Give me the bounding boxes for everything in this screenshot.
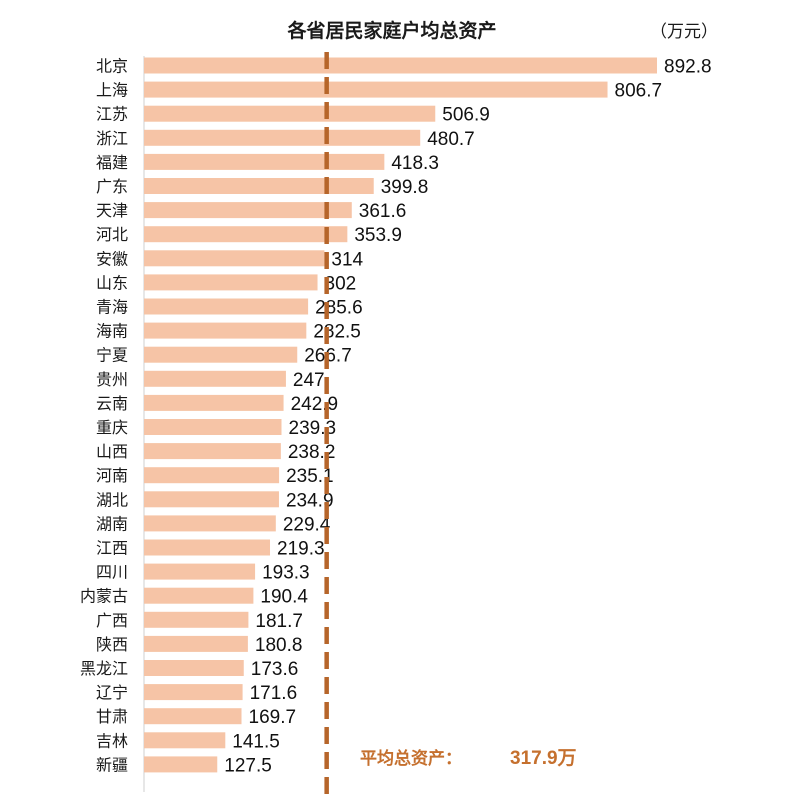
- bar-四川: [144, 563, 256, 580]
- bar-上海: [144, 81, 608, 98]
- category-label: 山东: [96, 273, 128, 292]
- value-label: 285.6: [315, 298, 363, 319]
- value-label: 282.5: [313, 322, 361, 343]
- bar-北京: [144, 57, 657, 74]
- category-label: 重庆: [96, 418, 128, 437]
- average-value: 317.9万: [510, 748, 577, 769]
- value-label: 418.3: [391, 153, 439, 174]
- value-label: 219.3: [277, 539, 325, 560]
- category-label: 浙江: [96, 129, 128, 148]
- bar-河北: [144, 226, 348, 243]
- value-label: 180.8: [255, 635, 303, 656]
- category-label: 辽宁: [96, 683, 128, 702]
- bar-山西: [144, 443, 281, 460]
- bar-新疆: [144, 756, 218, 773]
- bar-辽宁: [144, 684, 243, 701]
- value-label: 229.4: [283, 514, 331, 535]
- category-label: 江西: [96, 539, 128, 558]
- category-label: 海南: [96, 322, 128, 341]
- value-label: 190.4: [260, 587, 308, 608]
- category-label: 河南: [96, 466, 128, 485]
- value-label: 480.7: [427, 129, 475, 150]
- value-label: 506.9: [442, 105, 490, 126]
- category-label: 江苏: [96, 105, 128, 124]
- bar-安徽: [144, 250, 325, 267]
- bar-江西: [144, 539, 271, 556]
- category-label: 吉林: [96, 731, 128, 750]
- category-label: 天津: [96, 201, 128, 220]
- bar-广西: [144, 611, 249, 628]
- value-label: 234.9: [286, 490, 334, 511]
- category-label: 贵州: [96, 370, 128, 389]
- category-label: 山西: [96, 442, 128, 461]
- category-label: 四川: [96, 563, 128, 582]
- bar-福建: [144, 153, 385, 170]
- category-label: 上海: [96, 81, 128, 100]
- value-label: 806.7: [615, 81, 663, 102]
- value-label: 169.7: [249, 707, 297, 728]
- bar-河南: [144, 467, 280, 484]
- bar-山东: [144, 274, 318, 291]
- value-label: 399.8: [381, 177, 429, 198]
- bar-宁夏: [144, 346, 298, 363]
- value-label: 892.8: [664, 57, 712, 78]
- category-label: 广东: [96, 177, 128, 196]
- category-label: 黑龙江: [80, 659, 128, 678]
- bar-贵州: [144, 370, 286, 387]
- value-label: 141.5: [232, 731, 280, 752]
- bar-内蒙古: [144, 587, 254, 604]
- category-label: 湖北: [96, 490, 128, 509]
- value-label: 361.6: [359, 201, 407, 222]
- value-label: 239.3: [289, 418, 337, 439]
- value-label: 173.6: [251, 659, 299, 680]
- bar-湖北: [144, 491, 279, 508]
- bar-陕西: [144, 635, 248, 652]
- category-label: 新疆: [96, 755, 128, 774]
- category-label: 广西: [96, 611, 128, 630]
- category-label: 福建: [96, 153, 128, 172]
- value-label: 302: [325, 273, 357, 294]
- bar-湖南: [144, 515, 276, 532]
- bar-吉林: [144, 732, 226, 749]
- category-label: 陕西: [96, 635, 128, 654]
- value-label: 235.1: [286, 466, 334, 487]
- watermark: 头条 @爱生活的梦幻菠萝: [540, 771, 710, 789]
- bar-青海: [144, 298, 309, 315]
- bar-重庆: [144, 419, 282, 435]
- value-label: 314: [331, 249, 363, 270]
- category-label: 甘肃: [96, 707, 128, 726]
- value-label: 193.3: [262, 563, 310, 584]
- category-label: 宁夏: [96, 346, 128, 365]
- value-label: 247: [293, 370, 325, 391]
- unit-label: （万元）: [650, 22, 718, 42]
- bar-海南: [144, 322, 307, 339]
- value-label: 171.6: [250, 683, 298, 704]
- bar-云南: [144, 394, 284, 411]
- bar-浙江: [144, 129, 421, 146]
- category-label: 青海: [96, 298, 128, 317]
- value-label: 238.2: [288, 442, 336, 463]
- bars-group: 北京 892.8 上海 806.7 江苏 506.9 浙江 480.7 福建 418.3 广东 399…: [80, 57, 712, 777]
- value-label: 181.7: [255, 611, 303, 632]
- category-label: 云南: [96, 394, 128, 413]
- bar-黑龙江: [144, 660, 244, 676]
- average-label: 平均总资产：: [360, 748, 462, 769]
- category-label: 湖南: [96, 514, 128, 533]
- bar-广东: [144, 178, 374, 194]
- bar-甘肃: [144, 708, 242, 725]
- value-label: 353.9: [354, 225, 402, 246]
- value-label: 127.5: [224, 755, 272, 776]
- category-label: 安徽: [96, 249, 128, 268]
- category-label: 北京: [96, 57, 128, 76]
- chart-title: 各省居民家庭户均总资产: [286, 19, 496, 42]
- bar-天津: [144, 202, 352, 219]
- bar-江苏: [144, 105, 436, 122]
- value-label: 242.9: [291, 394, 339, 415]
- category-label: 河北: [96, 225, 128, 244]
- category-label: 内蒙古: [80, 587, 128, 606]
